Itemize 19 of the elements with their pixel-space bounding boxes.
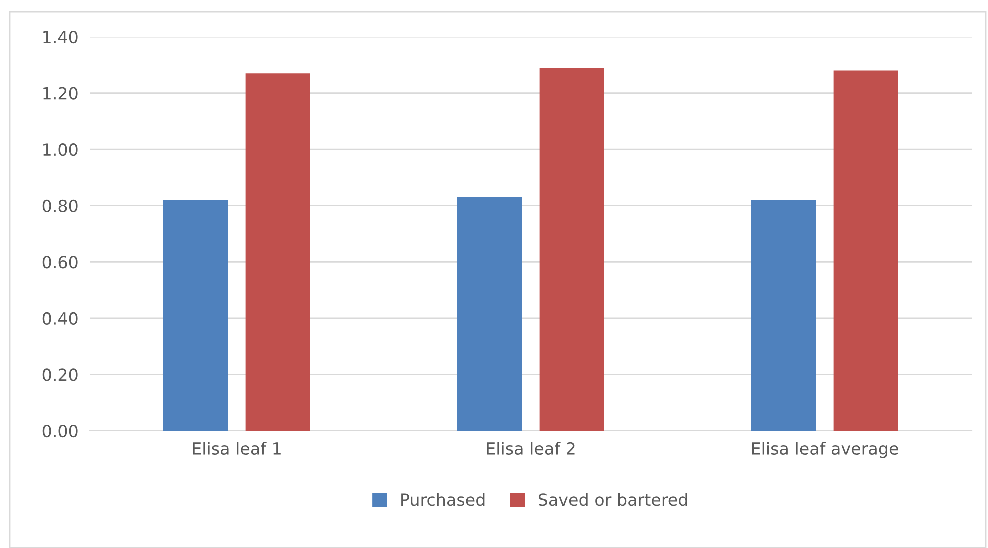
bar [458, 197, 522, 431]
bar [164, 200, 228, 431]
x-tick-label: Elisa leaf 2 [487, 442, 575, 456]
bar [246, 74, 310, 431]
y-tick-label: 1.40 [44, 30, 78, 44]
bar [752, 200, 816, 431]
x-tick-label: Elisa leaf 1 [193, 442, 281, 456]
y-tick-label: 0.40 [42, 312, 78, 325]
y-tick-label: 0.60 [42, 256, 78, 269]
y-tick-label: 0.00 [42, 424, 78, 438]
bar [540, 68, 604, 431]
bar [834, 70, 898, 431]
x-tick-label: Elisa leaf average [752, 442, 898, 458]
y-tick-label: 1.20 [44, 87, 78, 100]
legend-label: Purchased [402, 493, 485, 506]
y-tick-label: 0.20 [42, 368, 78, 382]
legend-label: Saved or bartered [538, 493, 688, 506]
y-tick-label: 1.00 [44, 144, 78, 156]
y-tick-label: 0.80 [42, 200, 78, 212]
